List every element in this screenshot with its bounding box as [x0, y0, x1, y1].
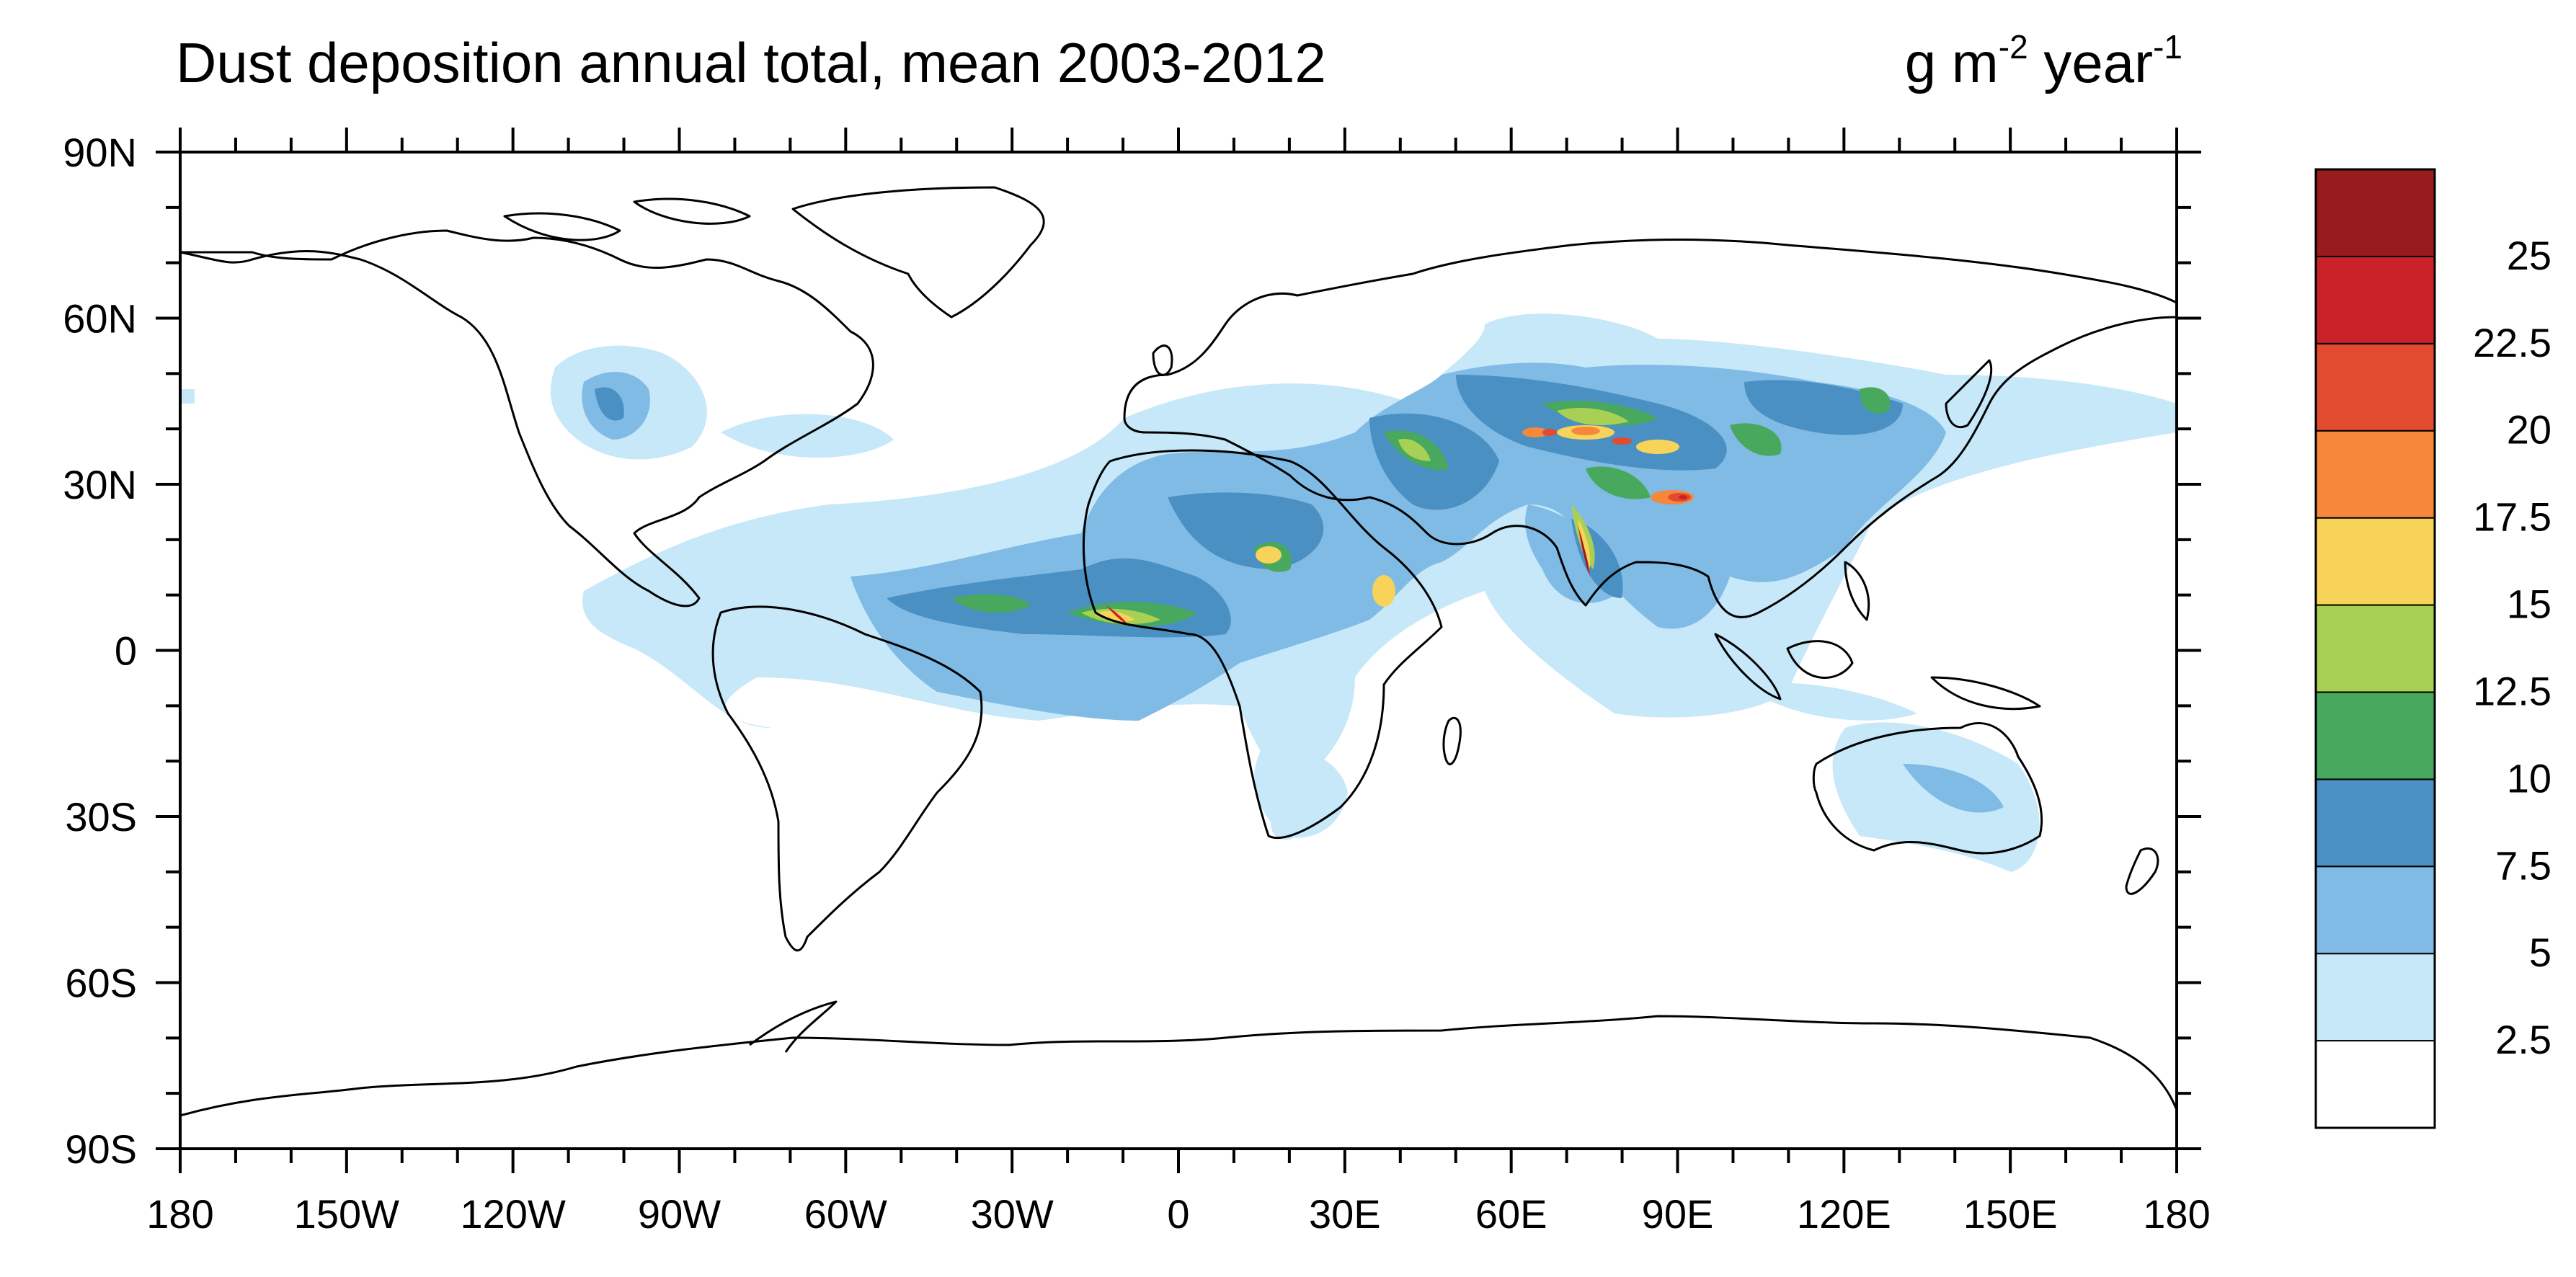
lon-tick-label: 0	[1167, 1191, 1189, 1237]
colorbar-level-label: 7.5	[2495, 842, 2551, 888]
colorbar-level-label: 2.5	[2495, 1017, 2551, 1062]
lon-tick-label: 90E	[1642, 1191, 1714, 1237]
colorbar-level-label: 25	[2507, 233, 2551, 278]
colorbar-frame	[2314, 168, 2436, 1129]
lat-tick-label: 60N	[63, 296, 137, 342]
lat-tick-label: 90S	[65, 1126, 137, 1172]
colorbar: 2.5 5 7.5 10 12.5 15 17.5 20 22.5 25	[2314, 168, 2551, 1129]
lat-tick-label: 30S	[65, 794, 137, 840]
coastline-africa	[1082, 449, 1443, 840]
colorbar-swatch	[2315, 430, 2435, 519]
colorbar-level-label: 17.5	[2473, 494, 2551, 540]
coastline-north-america	[180, 229, 874, 608]
units-exp-area: -2	[1998, 28, 2028, 66]
units-exp-time: -1	[2153, 28, 2182, 66]
lon-tick-label: 180	[2143, 1191, 2210, 1237]
lon-tick-label: 150W	[294, 1191, 399, 1237]
colorbar-level-label: 10	[2507, 755, 2551, 801]
colorbar-level-label: 15	[2507, 582, 2551, 627]
colorbar-level-label: 20	[2507, 407, 2551, 453]
colorbar-swatch	[2315, 169, 2435, 257]
lon-tick-label: 120W	[461, 1191, 566, 1237]
coastline-madagascar	[1442, 716, 1462, 765]
colorbar-swatch	[2315, 255, 2435, 344]
colorbar-swatch	[2315, 604, 2435, 693]
coastline-new-zealand	[2125, 847, 2159, 895]
colorbar-swatch	[2315, 953, 2435, 1042]
level-15-17-5	[1096, 425, 1679, 622]
latitude-axis: 90N 60N 30N 0 30S 60S 90S	[63, 130, 2201, 1172]
colorbar-level-label: 5	[2529, 930, 2551, 975]
longitude-axis: 180 150W 120W 90W 60W 30W 0 30E 60E 90E 120E 150E 18…	[146, 128, 2211, 1237]
lat-tick-label: 0	[115, 628, 137, 674]
coastline-antarctic-peninsula	[749, 1000, 838, 1053]
coastline-borneo	[1786, 640, 1854, 679]
map-title: Dust deposition annual total, mean 2003-…	[176, 31, 1326, 94]
colorbar-swatch	[2315, 342, 2435, 432]
colorbar-swatch	[2315, 517, 2435, 606]
coastline-south-america	[711, 605, 983, 952]
coastline-new-guinea	[1930, 676, 2041, 711]
lon-tick-label: 30E	[1309, 1191, 1381, 1237]
coastline-greenland	[791, 186, 1045, 319]
lon-tick-label: 120E	[1797, 1191, 1891, 1237]
coastline-japan	[1945, 359, 1993, 429]
lon-tick-label: 150E	[1963, 1191, 2058, 1237]
colorbar-swatch	[2315, 691, 2435, 780]
lon-tick-label: 180	[146, 1191, 213, 1237]
coastlines	[180, 186, 2177, 1117]
coastline-arctic-islands	[503, 212, 621, 241]
lon-tick-label: 60E	[1475, 1191, 1547, 1237]
units-label: g m-2 year-1	[1904, 28, 2182, 96]
lon-tick-label: 90W	[638, 1191, 721, 1237]
lon-tick-label: 30W	[971, 1191, 1054, 1237]
colorbar-swatch	[2315, 866, 2435, 955]
coastline-sumatra	[1714, 633, 1782, 700]
colorbar-swatch	[2315, 1040, 2435, 1129]
coastline-australia	[1812, 722, 2043, 855]
level-over-25	[1581, 533, 1589, 573]
coastline-arctic-islands-2	[633, 197, 751, 225]
lat-tick-label: 60S	[65, 961, 137, 1006]
level-20-22-5	[1542, 429, 1691, 502]
coastline-antarctica	[180, 1015, 2177, 1117]
colorbar-swatch	[2315, 778, 2435, 868]
colorbar-level-label: 12.5	[2473, 668, 2551, 713]
lon-tick-label: 60W	[804, 1191, 887, 1237]
coastline-philippines	[1844, 561, 1870, 621]
coastline-british-isles	[1152, 344, 1173, 376]
lat-tick-label: 30N	[63, 462, 137, 507]
lat-tick-label: 90N	[63, 130, 137, 175]
units-base: g m	[1904, 31, 1999, 94]
colorbar-level-label: 22.5	[2473, 320, 2551, 365]
coastline-eurasia	[1123, 239, 2177, 618]
units-mid: year	[2028, 31, 2154, 94]
